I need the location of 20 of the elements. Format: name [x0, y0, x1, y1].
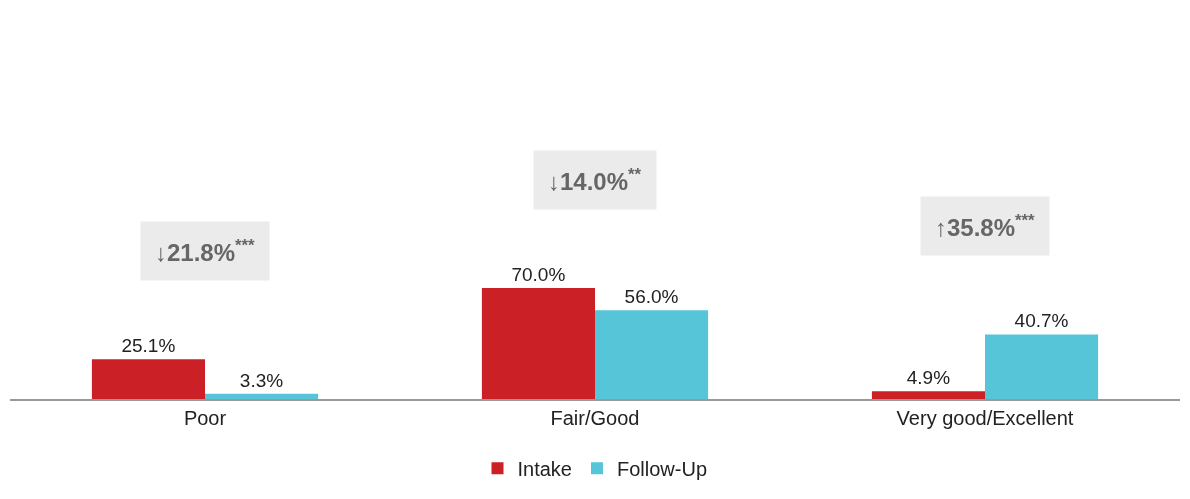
legend-label: Intake [517, 458, 572, 481]
data-label: 3.3% [239, 369, 284, 391]
data-label: 4.9% [906, 367, 951, 389]
bar [985, 334, 1099, 399]
bar [91, 359, 205, 399]
x-tick-label: Very good/Excellent [896, 407, 1074, 429]
x-tick-label: Poor [183, 407, 227, 429]
text: ↓14.0%$^{**}$ [548, 165, 642, 196]
data-label: 25.1% [121, 335, 176, 357]
bar [595, 310, 709, 399]
text: ↑35.8%$^{***}$ [935, 211, 1036, 242]
bar [871, 391, 985, 399]
text: ↓21.8%$^{***}$ [155, 236, 256, 267]
data-label: 70.0% [511, 264, 566, 285]
data-label: 40.7% [1014, 310, 1069, 332]
legend-label: Follow-Up [616, 458, 708, 481]
data-label: 56.0% [624, 286, 679, 308]
x-tick-label: Fair/Good [550, 407, 640, 429]
bar [481, 288, 595, 399]
bar [205, 393, 319, 399]
